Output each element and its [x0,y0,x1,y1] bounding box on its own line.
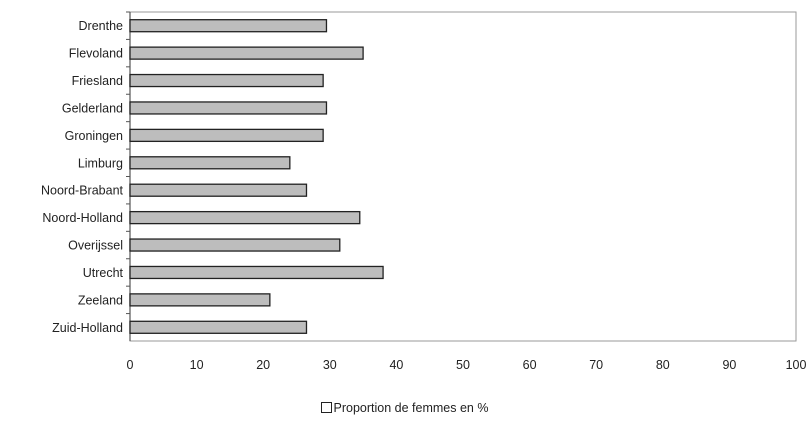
bar [129,210,361,225]
category-label: Gelderland [62,101,123,115]
category-label: Flevoland [69,47,123,61]
plot-border [129,11,797,342]
x-tick-label: 100 [786,358,807,372]
bar [129,73,324,88]
bar [129,265,384,280]
bar [129,183,308,197]
category-label: Zuid-Holland [52,321,123,335]
x-tick-label: 40 [389,358,403,372]
x-tick-label: 60 [523,358,537,372]
legend: Proportion de femmes en % [0,401,809,415]
category-label: Overijssel [68,239,123,253]
bar [129,238,341,252]
category-label: Utrecht [83,266,124,280]
category-label: Drenthe [79,19,124,33]
x-tick-label: 70 [589,358,603,372]
bar [129,156,291,170]
bar [129,293,271,307]
category-labels: Drenthe Flevoland Friesland Gelderland Groni… [41,11,130,335]
bar [129,19,328,33]
x-tick-label: 50 [456,358,470,372]
x-tick-label: 0 [127,358,134,372]
bar [129,46,364,60]
x-tick-label: 90 [722,358,736,372]
x-axis-ticks: 0 10 20 30 40 50 60 70 80 90 100 [127,358,807,372]
category-label: Limburg [78,156,123,170]
legend-swatch [320,402,332,413]
bar [129,128,324,143]
plot-area [129,11,797,342]
bar [129,320,308,334]
category-label: Noord-Holland [42,211,123,225]
category-label: Noord-Brabant [41,184,124,198]
category-label: Groningen [65,129,123,143]
x-tick-label: 10 [190,358,204,372]
bars [129,19,384,334]
category-label: Zeeland [78,293,123,307]
x-tick-label: 80 [656,358,670,372]
category-label: Friesland [72,74,123,88]
bar [129,101,328,115]
x-tick-label: 20 [256,358,270,372]
x-tick-label: 30 [323,358,337,372]
legend-label: Proportion de femmes en % [333,401,489,415]
